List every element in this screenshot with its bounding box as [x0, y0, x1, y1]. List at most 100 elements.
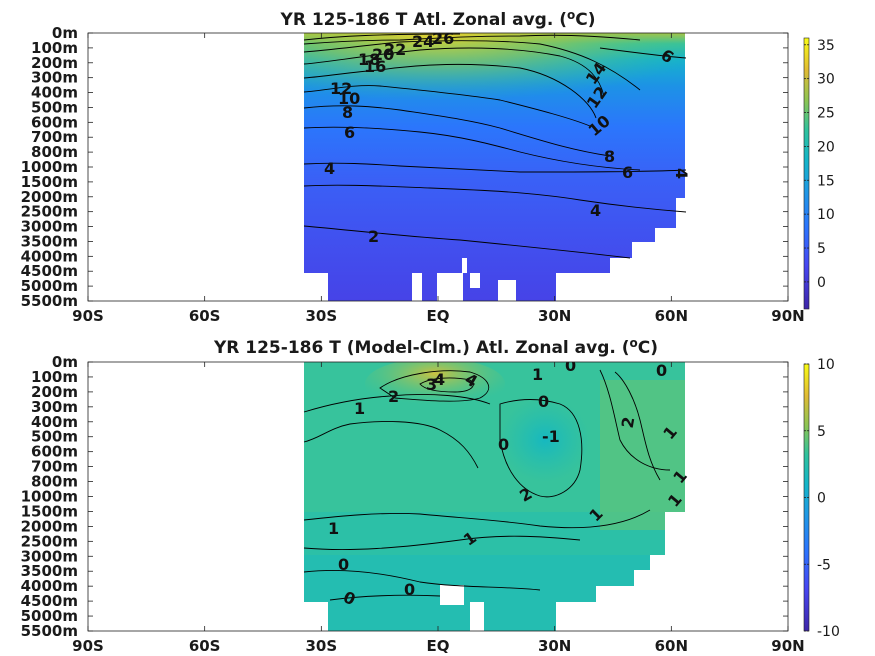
contour-label: 4: [324, 159, 335, 178]
panel-temperature: YR 125-186 T Atl. Zonal avg. (oC): [21, 8, 835, 325]
x-tick-label: 30N: [538, 637, 571, 655]
contour-label: 0: [338, 555, 349, 574]
y-tick-label: 1500m: [21, 173, 78, 191]
contour-label: 4: [590, 201, 601, 220]
panel-1-x-axis: 90S 60S 30S EQ 30N 60N 90N: [72, 33, 805, 325]
contour-label: 2: [368, 227, 379, 246]
y-tick-label: 300m: [31, 69, 78, 87]
contour-label: 0: [538, 392, 549, 411]
y-tick-label: 500m: [31, 428, 78, 446]
colorbar-tick-label: 20: [817, 139, 835, 155]
x-tick-label: 30S: [305, 637, 337, 655]
y-tick-label: 400m: [31, 84, 78, 102]
contour-label: 0: [498, 435, 509, 454]
colorbar-tick-label: 0: [817, 491, 826, 507]
y-tick-label: 1500m: [21, 502, 78, 520]
contour-label: 0: [656, 361, 667, 380]
y-tick-label: 400m: [31, 413, 78, 431]
y-tick-label: 100m: [31, 39, 78, 57]
colorbar-tick-label: 15: [817, 173, 835, 189]
y-tick-label: 3500m: [21, 562, 78, 580]
contour-label: 4: [434, 370, 445, 389]
x-tick-label: 90N: [771, 637, 804, 655]
y-tick-label: 100m: [31, 368, 78, 386]
contour-label: 0: [565, 356, 576, 375]
contour-label: 18: [358, 50, 380, 69]
y-tick-label: 200m: [31, 383, 78, 401]
y-tick-label: 5500m: [21, 292, 78, 310]
y-tick-label: 5000m: [21, 277, 78, 295]
y-tick-label: 2000m: [21, 517, 78, 535]
contour-label: 6: [344, 123, 355, 142]
y-tick-label: 200m: [31, 54, 78, 72]
contour-label: 1: [532, 365, 543, 384]
y-tick-label: 4000m: [21, 577, 78, 595]
panel-2-contours: [303, 369, 671, 601]
contour-label: 1: [354, 399, 365, 418]
contour-label: 20: [372, 45, 394, 64]
y-tick-label: 4500m: [21, 592, 78, 610]
panel-1-colorbar-ticks: 35 30 25 20 15 10 5 0: [804, 38, 835, 291]
colorbar-tick-label: 25: [817, 106, 835, 122]
contour-label: 1: [328, 519, 339, 538]
panel-1-colorbar: [803, 37, 810, 310]
contour-label: 8: [342, 103, 353, 122]
x-tick-label: 60S: [189, 307, 221, 325]
contour-label: 26: [432, 29, 454, 48]
x-tick-label: 60N: [655, 307, 688, 325]
contour-label: 24: [412, 32, 434, 51]
colorbar-tick-label: 5: [817, 424, 826, 440]
y-tick-label: 1000m: [21, 488, 78, 506]
y-tick-label: 4000m: [21, 247, 78, 265]
x-tick-label: 30N: [538, 307, 571, 325]
y-tick-label: 0m: [52, 353, 78, 371]
colorbar-tick-label: 5: [817, 241, 826, 257]
panel-2-x-axis: 90S 60S 30S EQ 30N 60N 90N: [72, 362, 805, 655]
panel-2-colorbar-ticks: 10 5 0 -5 -10: [804, 357, 840, 640]
y-tick-label: 2500m: [21, 532, 78, 550]
y-tick-label: 0m: [52, 24, 78, 42]
y-tick-label: 700m: [31, 458, 78, 476]
y-tick-label: 300m: [31, 398, 78, 416]
y-tick-label: 5500m: [21, 622, 78, 640]
y-tick-label: 1000m: [21, 158, 78, 176]
panel-2-title: YR 125-186 T (Model-Clm.) Atl. Zonal avg…: [213, 336, 658, 358]
contour-label: 2: [618, 415, 639, 429]
y-tick-label: 4500m: [21, 262, 78, 280]
contour-label: 8: [604, 147, 615, 166]
panel-1-title: YR 125-186 T Atl. Zonal avg. (oC): [280, 8, 596, 30]
y-tick-label: 500m: [31, 98, 78, 116]
colorbar-tick-label: 30: [817, 72, 835, 88]
colorbar-tick-label: -10: [817, 624, 840, 640]
y-tick-label: 3000m: [21, 218, 78, 236]
x-tick-label: 30S: [305, 307, 337, 325]
contour-label: 22: [384, 40, 406, 59]
x-tick-label: 90S: [72, 307, 104, 325]
y-tick-label: 3500m: [21, 232, 78, 250]
colorbar-tick-label: 35: [817, 38, 835, 54]
y-tick-label: 700m: [31, 128, 78, 146]
contour-label: 0: [404, 580, 415, 599]
x-tick-label: 90N: [771, 307, 804, 325]
panel-1-y-axis: 0m100m200m300m400m500m600m700m800m1000m1…: [21, 24, 788, 310]
y-tick-label: 600m: [31, 443, 78, 461]
colorbar-tick-label: 0: [817, 275, 826, 291]
y-tick-label: 800m: [31, 473, 78, 491]
contour-label: 6: [622, 163, 633, 182]
contour-label: 16: [364, 57, 386, 76]
x-tick-label: EQ: [427, 307, 450, 325]
contour-label: 4: [672, 168, 691, 179]
colorbar-tick-label: 10: [817, 357, 835, 373]
x-tick-label: 90S: [72, 637, 104, 655]
y-tick-label: 2000m: [21, 188, 78, 206]
contour-label: 2: [388, 387, 399, 406]
colorbar-tick-label: 10: [817, 207, 835, 223]
y-tick-label: 800m: [31, 143, 78, 161]
panel-1-contours: [303, 33, 687, 259]
contour-label: 3: [426, 375, 437, 394]
panel-1-field: 26 24 22 20 18 16 14 12 12 10 10 8 8 6 6…: [303, 29, 691, 301]
x-tick-label: 60N: [655, 637, 688, 655]
colorbar-tick-label: -5: [817, 557, 831, 573]
panel-2-field: 4 3 4 2 1 1 0 0 0 -1 2 0 1 1 1 2 1 1 1 0: [303, 356, 691, 631]
